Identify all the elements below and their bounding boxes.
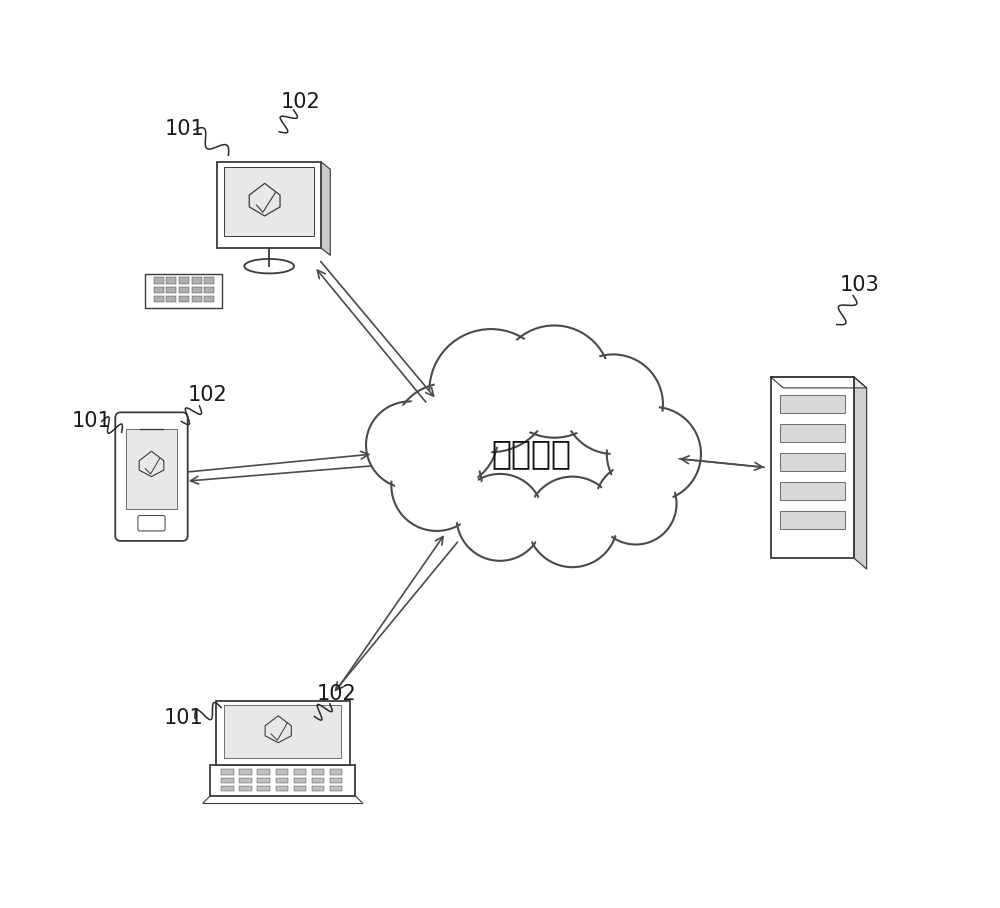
- Bar: [204, 287, 214, 293]
- Bar: [204, 278, 214, 284]
- Bar: [166, 296, 176, 302]
- Circle shape: [366, 401, 453, 489]
- Bar: [780, 511, 845, 529]
- Circle shape: [531, 480, 614, 564]
- Text: 102: 102: [317, 685, 357, 705]
- Circle shape: [567, 359, 659, 450]
- Bar: [312, 785, 324, 791]
- Bar: [330, 785, 342, 791]
- Bar: [780, 424, 845, 442]
- Bar: [179, 296, 189, 302]
- Bar: [780, 482, 845, 500]
- Bar: [276, 785, 288, 791]
- Bar: [217, 162, 321, 248]
- Bar: [276, 777, 288, 783]
- Text: 103: 103: [839, 275, 879, 295]
- Circle shape: [607, 407, 701, 501]
- Bar: [330, 777, 342, 783]
- Text: 101: 101: [165, 119, 205, 139]
- Bar: [257, 769, 270, 775]
- Polygon shape: [771, 377, 867, 388]
- Bar: [204, 296, 214, 302]
- Bar: [239, 785, 252, 791]
- Circle shape: [460, 478, 540, 558]
- Bar: [294, 785, 306, 791]
- Bar: [192, 296, 202, 302]
- Bar: [780, 395, 845, 413]
- Bar: [330, 769, 342, 775]
- FancyBboxPatch shape: [115, 412, 188, 541]
- Bar: [257, 785, 270, 791]
- Bar: [154, 296, 164, 302]
- Circle shape: [595, 463, 677, 545]
- Bar: [210, 765, 355, 795]
- Bar: [179, 287, 189, 293]
- Circle shape: [395, 444, 478, 528]
- Bar: [221, 769, 234, 775]
- Bar: [294, 769, 306, 775]
- Bar: [192, 287, 202, 293]
- Text: 通信网络: 通信网络: [492, 438, 572, 470]
- Circle shape: [503, 330, 606, 433]
- Bar: [312, 777, 324, 783]
- Bar: [224, 705, 341, 757]
- Bar: [771, 377, 854, 558]
- Circle shape: [434, 334, 548, 448]
- Text: 101: 101: [72, 410, 112, 430]
- Circle shape: [391, 440, 482, 531]
- Bar: [276, 769, 288, 775]
- Bar: [154, 287, 164, 293]
- Bar: [239, 777, 252, 783]
- Bar: [294, 777, 306, 783]
- Bar: [192, 278, 202, 284]
- Bar: [221, 785, 234, 791]
- Circle shape: [563, 354, 663, 454]
- Bar: [257, 777, 270, 783]
- Bar: [145, 274, 222, 308]
- Bar: [221, 777, 234, 783]
- Bar: [154, 278, 164, 284]
- Bar: [126, 429, 177, 509]
- Circle shape: [611, 410, 697, 498]
- Bar: [780, 453, 845, 471]
- Polygon shape: [321, 162, 330, 255]
- FancyBboxPatch shape: [138, 516, 165, 531]
- Bar: [216, 701, 350, 765]
- Bar: [312, 769, 324, 775]
- Text: 102: 102: [281, 93, 321, 113]
- Bar: [239, 769, 252, 775]
- Circle shape: [598, 467, 673, 541]
- Circle shape: [527, 477, 618, 568]
- Circle shape: [397, 388, 494, 484]
- Bar: [179, 278, 189, 284]
- Polygon shape: [854, 377, 867, 569]
- Circle shape: [498, 325, 610, 438]
- Text: 101: 101: [163, 707, 203, 727]
- Circle shape: [393, 383, 498, 489]
- Bar: [166, 278, 176, 284]
- Circle shape: [429, 329, 553, 452]
- Text: 102: 102: [188, 386, 227, 406]
- Bar: [224, 167, 314, 236]
- Circle shape: [370, 405, 449, 485]
- Circle shape: [457, 474, 543, 561]
- Bar: [166, 287, 176, 293]
